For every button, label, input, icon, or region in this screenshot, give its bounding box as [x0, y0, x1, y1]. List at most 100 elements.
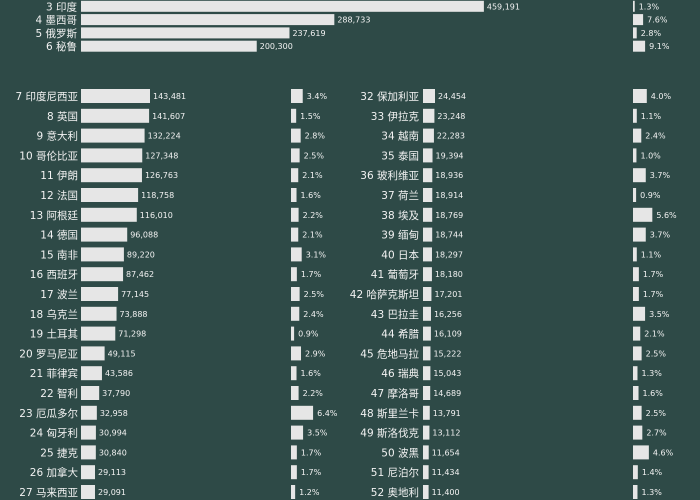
percent-bar: [633, 27, 637, 39]
percent-label: 2.5%: [304, 290, 325, 299]
category-label: 39 缅甸: [381, 229, 419, 242]
value-label: 11,400: [432, 488, 460, 497]
value-bar: [81, 168, 142, 183]
value-label: 141,607: [152, 112, 185, 121]
percent-label: 5.6%: [656, 211, 677, 220]
value-bar: [423, 287, 432, 301]
value-bar: [423, 405, 430, 420]
percent-label: 1.7%: [643, 270, 664, 279]
category-label: 8 英国: [47, 110, 78, 123]
category-label: 7 印度尼西亚: [15, 90, 78, 103]
value-label: 29,091: [98, 488, 126, 497]
value-label: 127,348: [145, 151, 178, 160]
value-label: 116,010: [140, 211, 173, 220]
percent-label: 2.4%: [303, 310, 324, 319]
category-label: 4 墨西哥: [35, 15, 77, 27]
percent-label: 3.4%: [307, 92, 328, 101]
category-label: 6 秘鲁: [46, 40, 77, 53]
value-label: 13,112: [432, 429, 460, 438]
category-label: 3 印度: [46, 0, 78, 13]
percent-bar: [291, 346, 302, 361]
value-label: 11,434: [432, 468, 460, 477]
value-label: 89,220: [127, 250, 155, 259]
value-label: 237,619: [292, 29, 325, 38]
value-bar: [81, 27, 290, 39]
percent-label: 2.2%: [303, 211, 324, 220]
category-label: 20 罗马尼亚: [19, 348, 78, 360]
value-bar: [423, 485, 429, 499]
category-label: 5 俄罗斯: [35, 27, 77, 40]
percent-bar: [291, 128, 301, 143]
category-label: 15 南非: [40, 248, 78, 261]
value-bar: [81, 465, 96, 480]
percent-bar: [291, 89, 303, 103]
percent-bar: [633, 346, 642, 361]
value-label: 87,462: [126, 270, 154, 279]
value-bar: [81, 128, 145, 143]
category-label: 12 法国: [40, 189, 78, 202]
category-label: 36 玻利维亚: [360, 169, 419, 182]
percent-bar: [291, 445, 297, 460]
category-label: 11 伊朗: [40, 170, 78, 182]
category-label: 19 土耳其: [30, 328, 78, 341]
percent-label: 1.3%: [641, 488, 662, 497]
category-label: 13 阿根廷: [30, 209, 79, 222]
percent-label: 2.9%: [305, 349, 326, 358]
category-label: 17 波兰: [40, 288, 78, 301]
category-label: 34 越南: [381, 130, 419, 143]
value-label: 132,224: [148, 132, 181, 141]
category-label: 44 希腊: [381, 328, 419, 341]
value-label: 14,689: [433, 389, 461, 398]
value-label: 18,180: [435, 270, 463, 279]
percent-label: 2.4%: [645, 132, 666, 141]
value-label: 15,043: [433, 369, 461, 378]
category-label: 43 巴拉圭: [371, 308, 419, 321]
category-label: 33 伊拉克: [371, 110, 420, 123]
value-label: 77,145: [121, 290, 149, 299]
value-bar: [81, 425, 96, 440]
value-bar: [81, 207, 137, 222]
category-label: 40 日本: [381, 248, 419, 261]
value-bar: [81, 188, 139, 202]
category-label: 51 尼泊尔: [371, 466, 419, 479]
percent-bar: [633, 445, 649, 460]
value-label: 200,300: [260, 42, 293, 51]
percent-bar: [291, 366, 297, 381]
category-label: 35 泰国: [381, 149, 419, 162]
value-bar: [81, 287, 119, 301]
value-bar: [81, 445, 96, 460]
value-label: 288,733: [337, 16, 370, 25]
category-label: 49 斯洛伐克: [360, 427, 419, 440]
value-bar: [423, 386, 431, 400]
value-bar: [81, 306, 117, 321]
category-label: 41 葡萄牙: [371, 268, 419, 281]
percent-bar: [633, 0, 635, 12]
value-label: 30,840: [99, 448, 127, 457]
percent-bar: [291, 405, 314, 420]
value-bar: [81, 485, 95, 499]
percent-bar: [633, 148, 637, 163]
value-bar: [423, 89, 435, 103]
percent-bar: [633, 168, 646, 183]
value-bar: [81, 227, 128, 242]
percent-label: 3.7%: [650, 231, 671, 240]
value-label: 29,113: [98, 468, 126, 477]
category-label: 42 哈萨克斯坦: [350, 288, 420, 301]
percent-bar: [291, 465, 297, 480]
percent-label: 2.8%: [305, 132, 326, 141]
value-label: 24,454: [438, 92, 466, 101]
percent-bar: [633, 405, 642, 420]
percent-bar: [291, 227, 299, 242]
percent-bar: [633, 108, 637, 123]
percent-bar: [291, 207, 299, 222]
percent-label: 2.7%: [646, 429, 667, 438]
value-label: 30,994: [99, 429, 127, 438]
value-bar: [81, 267, 124, 282]
category-label: 9 意大利: [36, 130, 78, 143]
percent-label: 3.5%: [649, 310, 670, 319]
value-bar: [423, 425, 430, 440]
value-label: 18,744: [435, 231, 463, 240]
category-label: 52 奥地利: [371, 486, 419, 499]
percent-label: 0.9%: [298, 330, 319, 339]
category-label: 10 哥伦比亚: [19, 149, 78, 162]
